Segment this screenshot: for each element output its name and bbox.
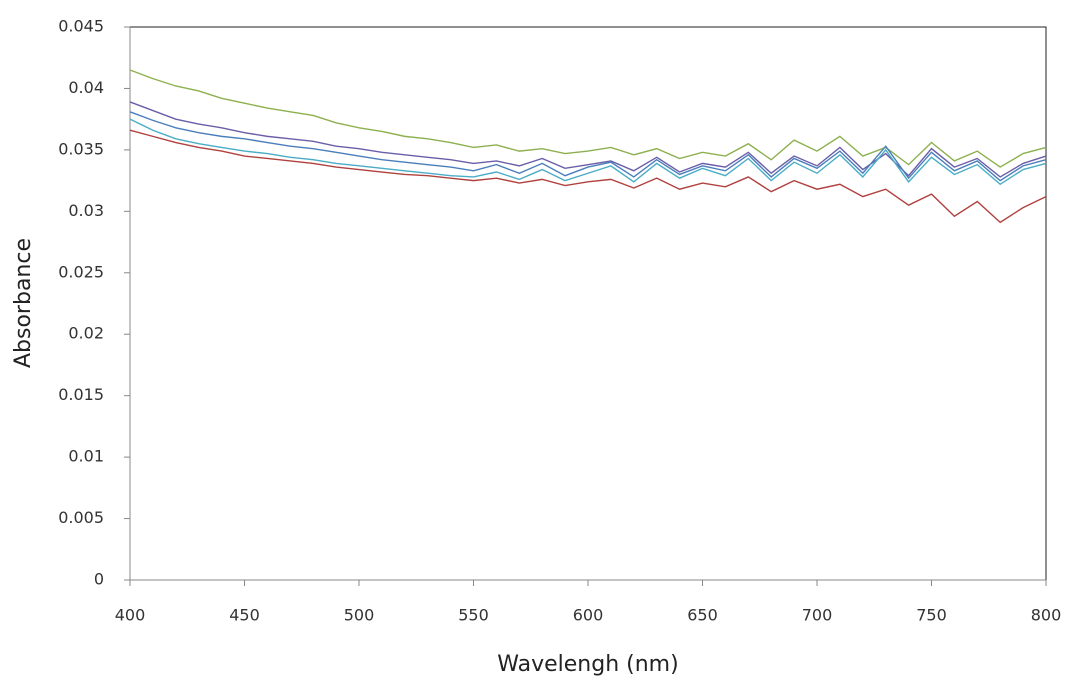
- y-axis-title: Absorbance: [11, 238, 36, 368]
- x-tick-label: 450: [229, 606, 260, 625]
- y-tick-label: 0.045: [58, 17, 104, 36]
- x-tick-label: 750: [916, 606, 947, 625]
- series-line: [129, 101, 1047, 178]
- x-tick-label: 500: [344, 606, 375, 625]
- y-tick-label: 0.03: [68, 201, 104, 220]
- series-line: [129, 111, 1047, 182]
- y-tick-label: 0.02: [68, 324, 104, 343]
- x-tick-label: 800: [1031, 606, 1062, 625]
- x-tick-label: 650: [687, 606, 718, 625]
- y-tick-label: 0: [94, 570, 104, 589]
- series-line: [129, 69, 1047, 168]
- y-tick-label: 0.035: [58, 139, 104, 158]
- series-line: [129, 118, 1047, 186]
- series-line: [129, 129, 1047, 224]
- x-tick-label: 550: [458, 606, 489, 625]
- plot-frame: [129, 26, 1047, 581]
- x-tick-label: 700: [802, 606, 833, 625]
- y-tick-label: 0.01: [68, 447, 104, 466]
- y-tick-label: 0.025: [58, 262, 104, 281]
- x-tick-label: 400: [115, 606, 146, 625]
- y-tick-label: 0.015: [58, 385, 104, 404]
- x-axis-title: Wavelengh (nm): [497, 652, 678, 677]
- y-tick-label: 0.04: [68, 78, 104, 97]
- x-tick-label: 600: [573, 606, 604, 625]
- y-tick-label: 0.005: [58, 508, 104, 527]
